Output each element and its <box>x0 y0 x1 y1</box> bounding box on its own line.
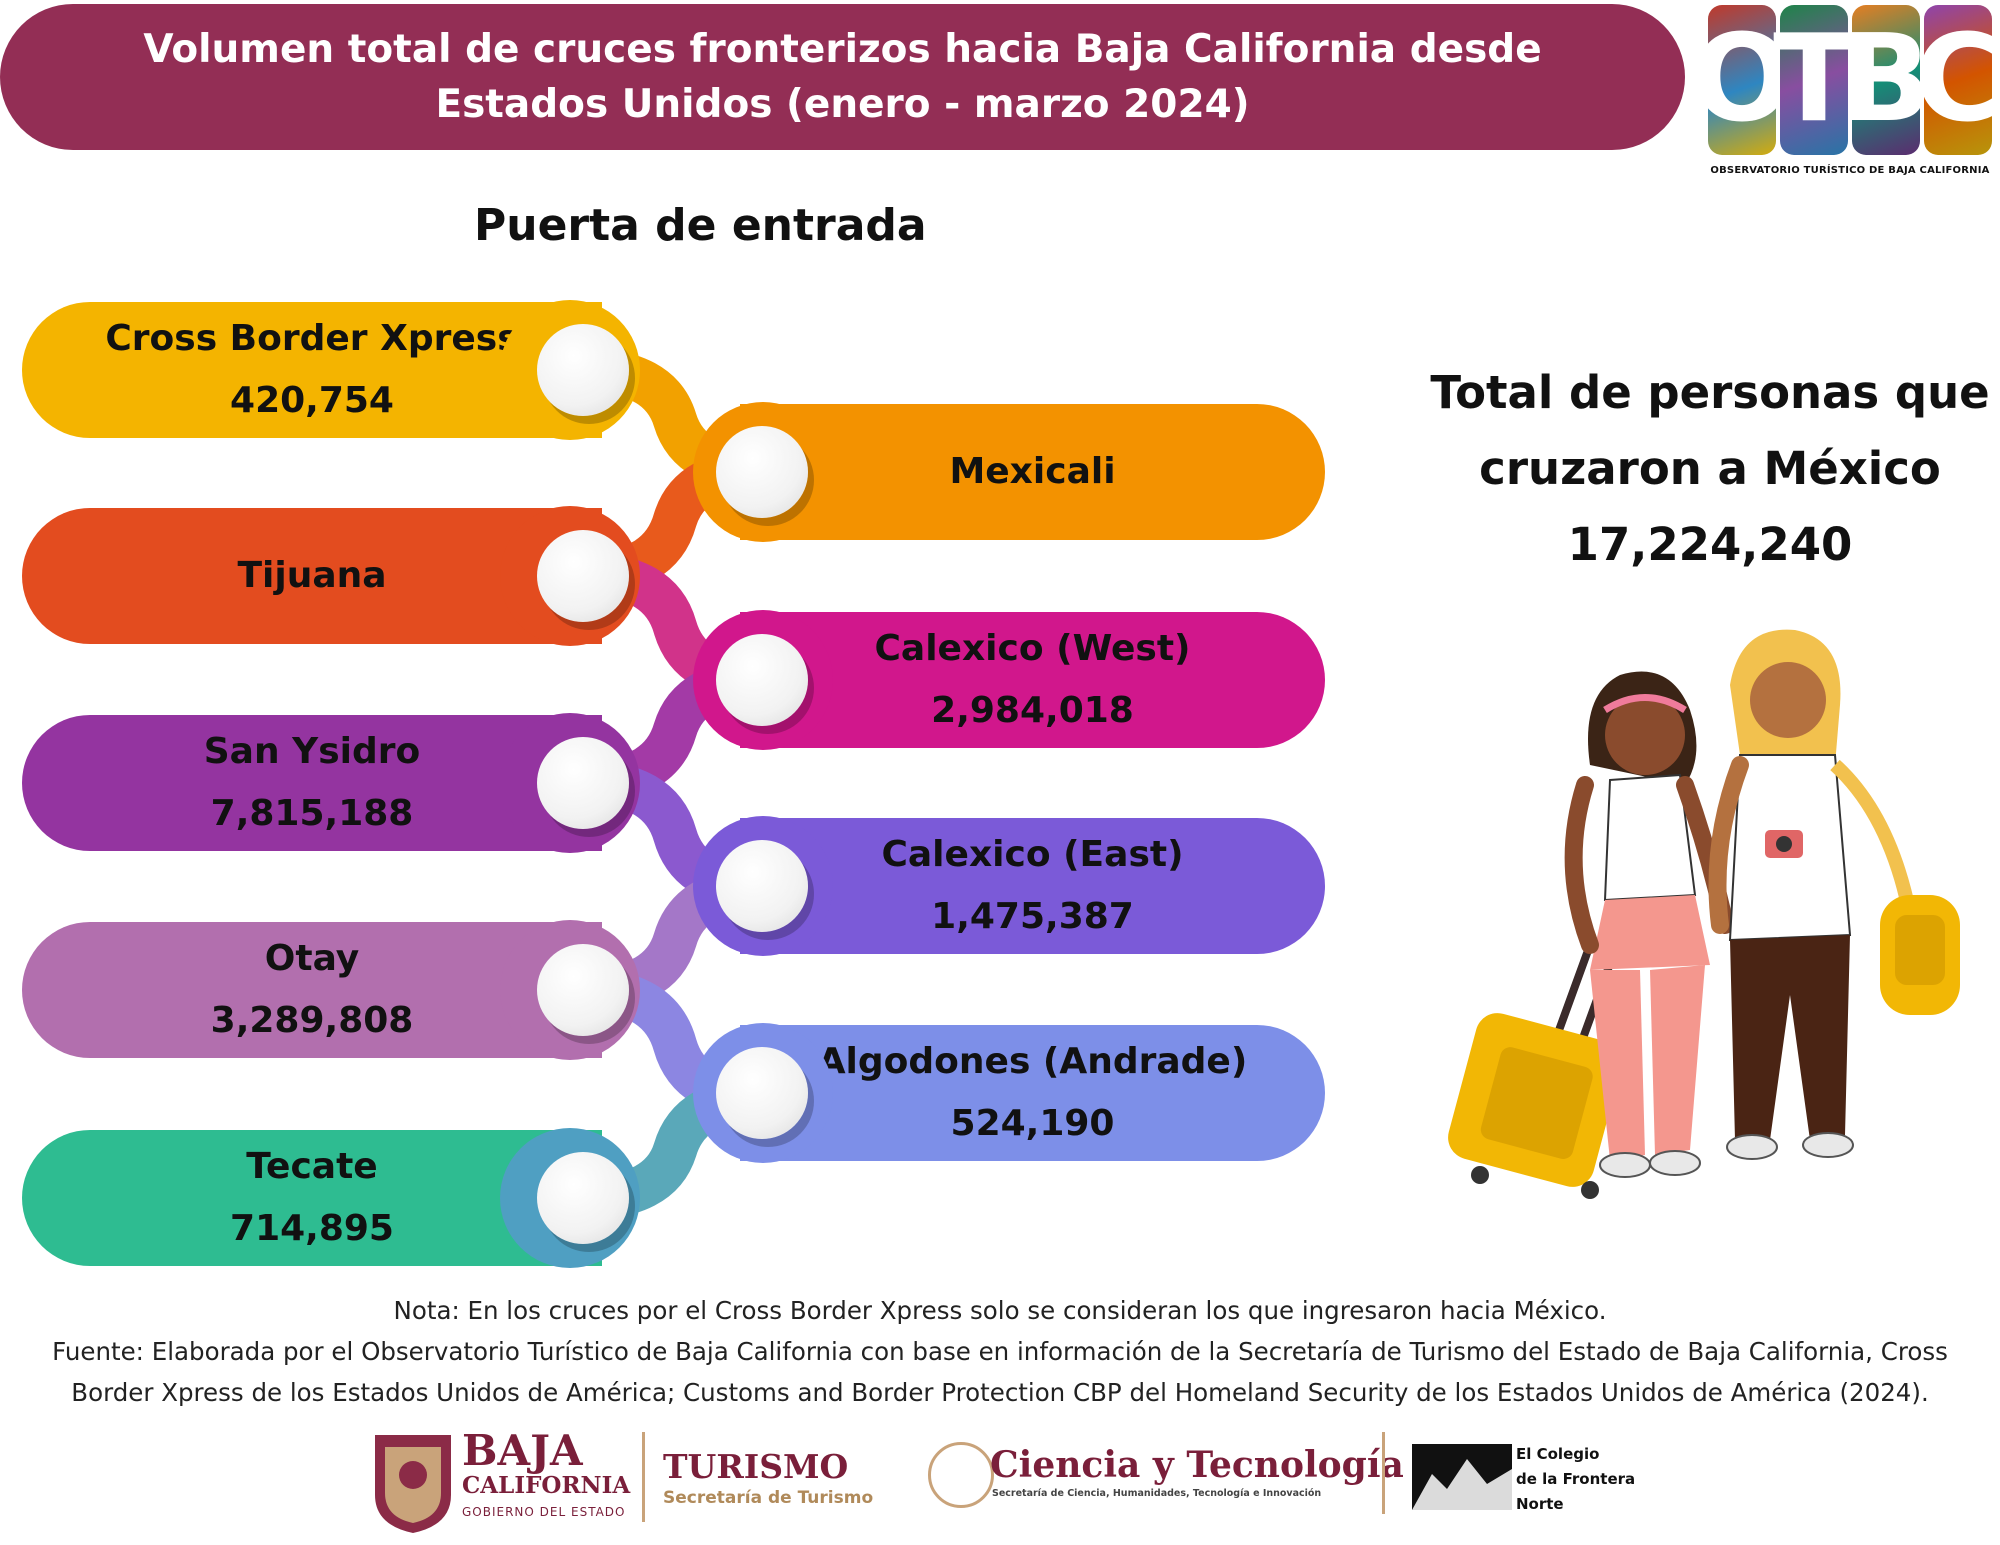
port-pill-calexico-west: Calexico (West) 2,984,018 <box>740 612 1325 748</box>
colef-text: El Colegio de la Frontera Norte <box>1516 1442 1635 1517</box>
footer-gobierno: GOBIERNO DEL ESTADO <box>462 1505 626 1519</box>
total-line-2: cruzaron a México <box>1479 442 1941 495</box>
footer-divider-2 <box>1382 1432 1385 1514</box>
fuente-text-1: Fuente: Elaborada por el Observatorio Tu… <box>52 1337 1948 1366</box>
node-circle <box>716 634 808 726</box>
title-line-2: Estados Unidos (enero - marzo 2024) <box>435 82 1250 127</box>
port-label: Calexico (West) <box>874 628 1191 669</box>
footer-ciencia: Ciencia y Tecnología <box>990 1444 1404 1486</box>
port-pill-otay: Otay 3,289,808 <box>22 922 602 1058</box>
logo-letter-c: C <box>1914 5 2000 155</box>
footnotes: Nota: En los cruces por el Cross Border … <box>40 1290 1960 1413</box>
node-circle <box>716 1047 808 1139</box>
fuente-text-2: Border Xpress de los Estados Unidos de A… <box>71 1378 1929 1407</box>
title-line-1: Volumen total de cruces fronterizos haci… <box>143 27 1542 72</box>
port-pill-calexico-east: Calexico (East) 1,475,387 <box>740 818 1325 954</box>
port-label: San Ysidro <box>203 731 421 772</box>
port-value: 420,754 <box>230 380 394 421</box>
man-traveler <box>1708 629 1960 1160</box>
footer-ciencia-sub: Secretaría de Ciencia, Humanidades, Tecn… <box>992 1488 1322 1499</box>
node-circle <box>537 1152 629 1244</box>
footer-turismo: TURISMO <box>663 1447 849 1486</box>
total-line-1: Total de personas que <box>1430 366 1990 419</box>
otbc-logo: O T B C OBSERVATORIO TURÍSTICO DE BAJA C… <box>1691 5 2000 185</box>
otbc-logo-letters: O T B C <box>1691 5 2000 155</box>
footer-divider <box>642 1432 645 1522</box>
port-value: 1,475,387 <box>931 896 1134 937</box>
port-label: Calexico (East) <box>881 834 1184 875</box>
port-label: Tijuana <box>237 555 387 596</box>
node-circle <box>537 737 629 829</box>
colef-line-3: Norte <box>1516 1495 1564 1513</box>
port-label: Algodones (Andrade) <box>817 1041 1248 1082</box>
node-circle <box>716 840 808 932</box>
port-pill-mexicali: Mexicali <box>740 404 1325 540</box>
travelers-illustration <box>1448 629 1960 1199</box>
footer-secretaria-turismo: Secretaría de Turismo <box>663 1488 874 1508</box>
baja-california-shield-icon <box>370 1425 456 1535</box>
port-pill-algodones: Algodones (Andrade) 524,190 <box>740 1025 1325 1161</box>
colef-logo-icon <box>1412 1444 1512 1510</box>
total-block: Total de personas que cruzaron a México … <box>1420 355 2000 583</box>
otbc-caption: OBSERVATORIO TURÍSTICO DE BAJA CALIFORNI… <box>1710 165 1990 176</box>
header-banner: Volumen total de cruces fronterizos haci… <box>0 4 1685 150</box>
logo-letter-t: T <box>1773 5 1855 155</box>
port-label: Otay <box>264 938 360 979</box>
port-label: Mexicali <box>949 451 1116 492</box>
colef-line-2: de la Frontera <box>1516 1470 1636 1488</box>
port-value: 714,895 <box>230 1208 394 1249</box>
node-circle <box>716 426 808 518</box>
colef-line-1: El Colegio <box>1516 1445 1600 1463</box>
footer-california: CALIFORNIA <box>462 1472 631 1499</box>
total-value: 17,224,240 <box>1567 518 1853 571</box>
port-label: Tecate <box>246 1146 378 1187</box>
nota-text: Nota: En los cruces por el Cross Border … <box>393 1296 1607 1325</box>
subtitle: Puerta de entrada <box>474 200 927 251</box>
node-circle <box>537 944 629 1036</box>
port-label: Cross Border Xpress <box>105 318 519 359</box>
node-circle <box>537 324 629 416</box>
port-value: 524,190 <box>950 1103 1115 1144</box>
logo-letter-b: B <box>1840 5 1932 155</box>
footer-baja: BAJA <box>462 1426 583 1475</box>
port-value: 2,984,018 <box>931 690 1134 731</box>
port-value: 3,289,808 <box>210 1000 414 1041</box>
node-circle <box>537 530 629 622</box>
port-value: 7,815,188 <box>210 793 414 834</box>
mexico-seal-icon <box>928 1442 994 1508</box>
